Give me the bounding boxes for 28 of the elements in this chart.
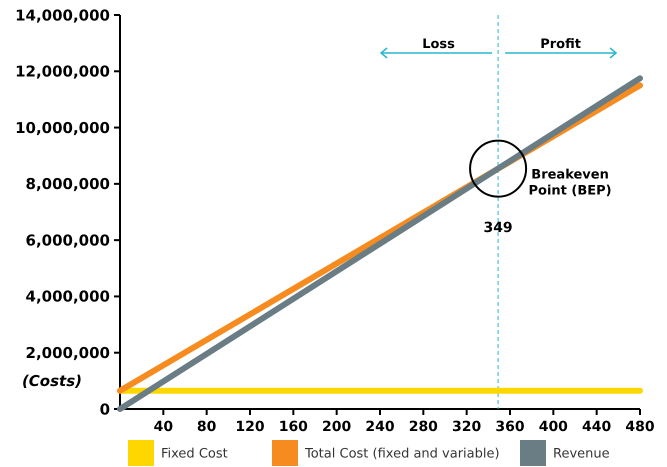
y-tick-label: 0 [100,400,110,418]
x-tick-label: 120 [235,419,265,435]
y-tick-label: 12,000,000 [15,62,110,81]
annotation: Breakeven Point (BEP) [528,168,612,198]
y-tick-label: 14,000,000 [15,6,110,24]
x-tick-label: 160 [278,419,308,435]
x-tick-label: 320 [452,419,482,435]
x-tick-label: 400 [538,419,568,435]
x-tick-label: 440 [582,419,612,435]
legend-label: Revenue [553,446,610,462]
ref-line-label: 349 [483,220,513,236]
x-tick-label: 40 [154,419,174,435]
annotation: Loss [422,37,456,52]
x-tick-label: 80 [196,419,217,435]
y-tick-label: 6,000,000 [26,231,110,250]
x-tick-label: 280 [408,419,438,435]
y-tick-label: 2,000,000 [26,344,110,362]
annotation: Profit [540,37,581,52]
y-tick-label: 10,000,000 [15,118,110,137]
y-axis-title: (Costs) [22,372,82,390]
x-tick-label: 240 [365,419,395,435]
legend-label: Total Cost (fixed and variable) [304,446,500,462]
x-tick-label: 360 [495,419,525,435]
y-tick-label: 8,000,000 [26,175,110,194]
x-tick-label: 480 [625,419,655,435]
legend-label: Fixed Cost [161,446,228,462]
y-tick-label: 4,000,000 [26,288,110,306]
x-tick-label: 200 [322,419,352,435]
